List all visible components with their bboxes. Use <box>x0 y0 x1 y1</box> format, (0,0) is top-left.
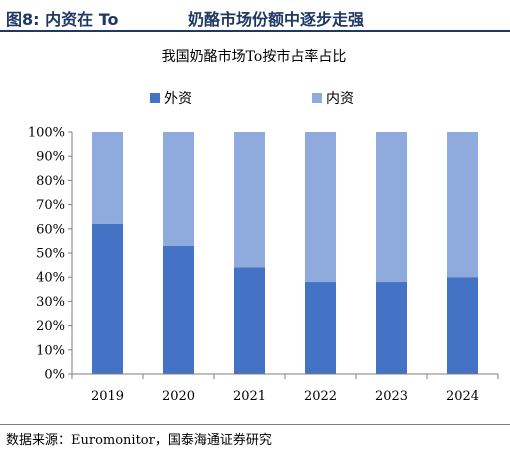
bar-foreign-2024 <box>447 277 478 374</box>
bar-domestic-2020 <box>163 132 194 246</box>
y-tick-label: 40% <box>36 271 65 286</box>
bar-domestic-2024 <box>447 132 478 278</box>
figure-title: 奶酪市场份额中逐步走强 <box>188 10 365 29</box>
y-tick-label: 0% <box>44 368 65 383</box>
legend-label-foreign: 外资 <box>164 91 192 107</box>
y-axis: 0% 10% 20% 30% 40% 50% 60% 70% 80% 90% 100% <box>28 126 73 383</box>
bar-foreign-2021 <box>234 267 265 374</box>
legend-label-domestic: 内资 <box>326 91 354 107</box>
header-rule <box>0 30 510 32</box>
y-tick-label: 70% <box>36 198 65 213</box>
x-axis: 2019 2020 2021 2022 2023 2024 <box>71 373 499 404</box>
bar-domestic-2021 <box>234 132 265 268</box>
y-tick-label: 10% <box>36 343 65 358</box>
legend-swatch-domestic <box>312 93 322 103</box>
y-tick-label: 100% <box>28 126 65 141</box>
stacked-bar-chart: 我国奶酪市场To按市占率占比 外资 内资 0% 10% 20% 30% 40% 50% 60%… <box>28 48 499 404</box>
x-tick-label: 2019 <box>91 389 124 404</box>
chart-title: 我国奶酪市场To按市占率占比 <box>162 48 347 65</box>
y-tick-label: 20% <box>36 319 65 334</box>
y-tick-label: 60% <box>36 222 65 237</box>
y-tick-label: 50% <box>36 247 65 262</box>
legend: 外资 内资 <box>150 91 354 107</box>
footer-rule <box>0 424 510 425</box>
y-tick-label: 80% <box>36 174 65 189</box>
x-tick-label: 2022 <box>304 389 337 404</box>
x-tick-label: 2021 <box>233 389 266 404</box>
x-tick-label: 2020 <box>162 389 195 404</box>
figure-header: 图8: 内资在 To 奶酪市场份额中逐步走强 <box>6 5 504 31</box>
bar-foreign-2020 <box>163 245 194 374</box>
bars <box>92 132 478 374</box>
x-tick-label: 2024 <box>446 389 479 404</box>
bar-domestic-2019 <box>92 132 123 224</box>
bar-domestic-2023 <box>376 132 407 283</box>
bar-domestic-2022 <box>305 132 336 283</box>
bar-foreign-2019 <box>92 223 123 374</box>
x-tick-label: 2023 <box>375 389 408 404</box>
bar-foreign-2023 <box>376 282 407 374</box>
legend-swatch-foreign <box>150 93 160 103</box>
source-note: 数据来源：Euromonitor，国泰海通证券研究 <box>6 433 272 448</box>
y-tick-label: 30% <box>36 295 65 310</box>
bar-foreign-2022 <box>305 282 336 374</box>
figure-number-and-title: 图8: 内资在 To <box>6 10 119 29</box>
y-tick-label: 90% <box>36 150 65 165</box>
